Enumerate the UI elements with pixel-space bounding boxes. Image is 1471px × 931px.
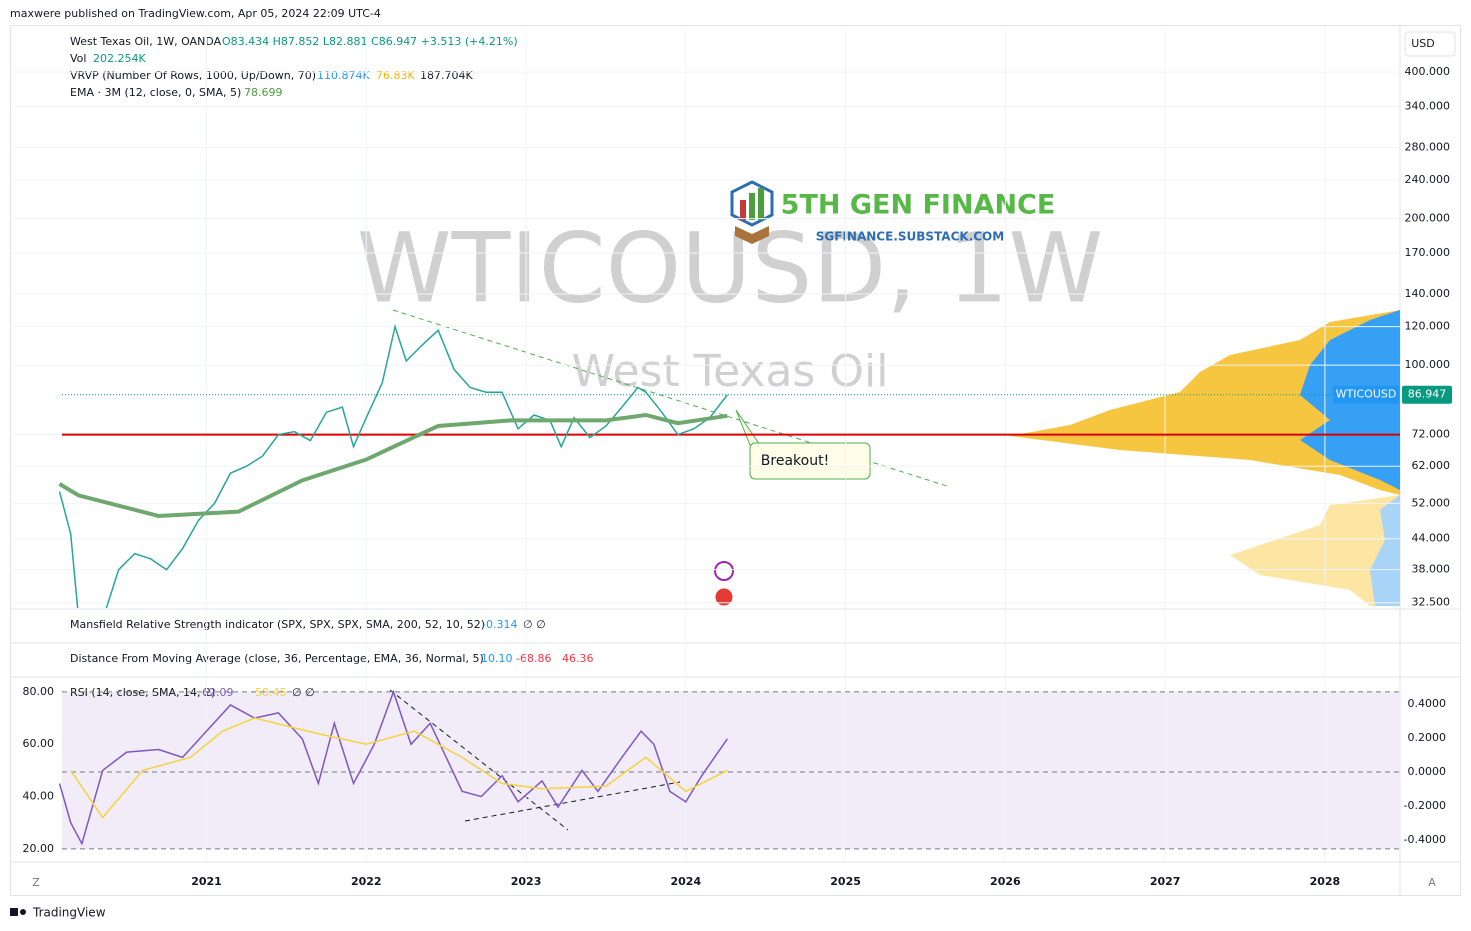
x-tick-label: 2023 [511,875,542,888]
currency-button[interactable] [1404,31,1456,57]
x-tick-label: 2021 [191,875,222,888]
rsi-v2: 58.45 [255,686,287,699]
y-tick-label: 44.000 [1412,532,1451,545]
callout-text: Breakout! [761,453,829,469]
publisher: maxwere published on TradingView.com, Ap… [10,7,381,20]
series-line [58,323,728,608]
y-tick-label: 20.00 [23,842,55,855]
price-tag-price: 86.947 [1408,388,1447,401]
y-tick-label: 340.000 [1405,100,1451,113]
legend-vol-value: 202.254K [93,52,146,65]
x-tick-label: 2024 [671,875,702,888]
legend-vol: Vol [70,52,86,65]
callout-box [749,442,871,480]
y2-tick-label: -0.2000 [1404,799,1446,812]
distance-v3: 46.36 [562,652,594,665]
scale-a[interactable]: A [1428,876,1436,889]
mansfield-name: Mansfield Relative Strength indicator (S… [70,618,485,631]
x-tick-label: 2028 [1310,875,1341,888]
legend-ema-value: 78.699 [244,86,283,99]
y2-tick-label: 0.0000 [1408,765,1447,778]
legend-symbol: West Texas Oil, 1W, OANDA [70,35,222,48]
y2-tick-label: 0.4000 [1408,697,1447,710]
logo-url: SGFINANCE.SUBSTACK.COM [816,230,1004,244]
legend-ema: EMA · 3M (12, close, 0, SMA, 5) [70,86,241,99]
logo-icon [730,180,774,244]
legend-ohlc: O83.434 H87.852 L82.881 C86.947 +3.513 (… [222,35,518,48]
legend-vrvp-down: 76.83K [376,69,415,82]
legend-vrvp-up: 110.874K [317,69,370,82]
legend-vrvp-total: 187.704K [420,69,473,82]
y-tick-label: 38.000 [1412,563,1451,576]
y-tick-label: 72.000 [1412,428,1451,441]
rsi-band [62,692,1400,849]
y-tick-label: 120.000 [1405,320,1451,333]
rsi-extra: ∅ ∅ [292,686,315,699]
y-tick-label: 62.000 [1412,459,1451,472]
scale-z[interactable]: Z [32,876,40,889]
event-icon [714,561,734,581]
y-tick-label: 32.500 [1412,596,1451,609]
watermark-description: West Texas Oil [572,346,889,397]
y-tick-label: 280.000 [1405,141,1451,154]
rsi-trend-line [389,689,569,831]
mansfield-extra: ∅ ∅ [523,618,546,631]
watermark-symbol: WTICOUSD, 1W [357,212,1104,324]
rsi-v1: 62.09 [202,686,234,699]
y-tick-label: 100.000 [1405,358,1451,371]
distance-v2: -68.86 [516,652,551,665]
y-tick-label: 240.000 [1405,173,1451,186]
logo-name: 5TH GEN FINANCE [781,190,1056,221]
rsi-trend-line [464,781,681,822]
x-tick-label: 2025 [830,875,861,888]
event-icon [714,587,734,607]
legend-vrvp: VRVP (Number Of Rows, 1000, Up/Down, 70) [70,69,316,82]
price-tag-symbol-box [1333,385,1399,404]
x-tick-label: 2027 [1150,875,1181,888]
series-line [58,412,728,518]
y2-tick-label: -0.4000 [1404,833,1446,846]
distance-name: Distance From Moving Average (close, 36,… [70,652,484,665]
y-tick-label: 200.000 [1405,212,1451,225]
price-tag-symbol: WTICOUSD [1336,388,1397,401]
y-tick-label: 140.000 [1405,287,1451,300]
footer: TradingView [32,906,106,920]
currency[interactable]: USD [1411,37,1435,50]
y-tick-label: 80.00 [23,685,55,698]
rsi-pane [58,689,728,846]
y-tick-label: 60.00 [23,737,55,750]
tv-logo [10,908,26,916]
series-line [70,717,728,819]
distance-v1: 10.10 [481,652,513,665]
frame [10,25,1461,896]
price-tag-box [1402,385,1452,404]
y-tick-label: 170.000 [1405,246,1451,259]
rsi-name: RSI (14, close, SMA, 14, 2) [70,686,215,699]
y-tick-label: 40.00 [23,790,55,803]
y-tick-label: 52.000 [1412,496,1451,509]
y2-tick-label: 0.2000 [1408,731,1447,744]
y-tick-label: 400.000 [1405,65,1451,78]
series-line [58,689,728,846]
mansfield-value: -0.314 [482,618,517,631]
price-pane [58,323,728,608]
x-tick-label: 2022 [351,875,382,888]
x-tick-label: 2026 [990,875,1021,888]
